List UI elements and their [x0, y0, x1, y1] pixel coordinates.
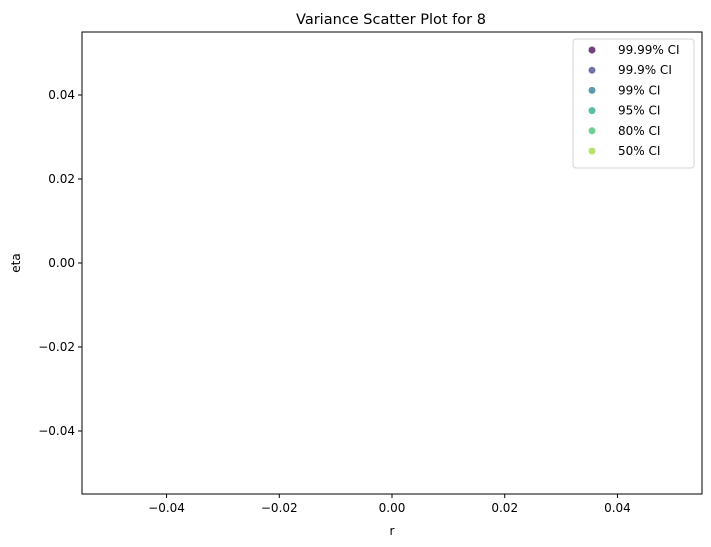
- chart-title: Variance Scatter Plot for 8: [296, 12, 486, 28]
- legend-label: 99.99% CI: [618, 43, 680, 57]
- y-tick-label: −0.02: [38, 340, 75, 354]
- y-axis-label: eta: [9, 253, 23, 272]
- legend-label: 99.9% CI: [618, 63, 672, 77]
- legend-marker: [588, 127, 596, 135]
- x-tick-label: 0.02: [491, 501, 518, 515]
- y-tick-label: −0.04: [38, 424, 75, 438]
- x-tick-label: 0.04: [604, 501, 631, 515]
- legend: 99.99% CI 99.9% CI 99% CI 95% CI 80% CI 50% C…: [572, 38, 695, 169]
- legend-label: 95% CI: [618, 104, 660, 118]
- legend-label: 80% CI: [618, 124, 660, 138]
- legend-marker: [588, 147, 596, 155]
- legend-label: 50% CI: [618, 144, 660, 158]
- x-tick-label: −0.02: [261, 501, 298, 515]
- x-axis-label: r: [390, 524, 395, 538]
- x-axis: −0.04 −0.02 0.00 0.02 0.04: [148, 494, 631, 515]
- legend-marker: [588, 86, 596, 94]
- x-tick-label: 0.00: [379, 501, 406, 515]
- x-tick-label: −0.04: [148, 501, 185, 515]
- legend-marker: [588, 107, 596, 115]
- legend-marker: [588, 46, 596, 54]
- y-tick-label: 0.00: [48, 256, 75, 270]
- legend-marker: [588, 66, 596, 74]
- y-tick-label: 0.02: [48, 172, 75, 186]
- legend-box: [572, 38, 695, 169]
- y-tick-label: 0.04: [48, 88, 75, 102]
- y-axis: −0.04 −0.02 0.00 0.02 0.04: [38, 88, 82, 438]
- legend-label: 99% CI: [618, 83, 660, 97]
